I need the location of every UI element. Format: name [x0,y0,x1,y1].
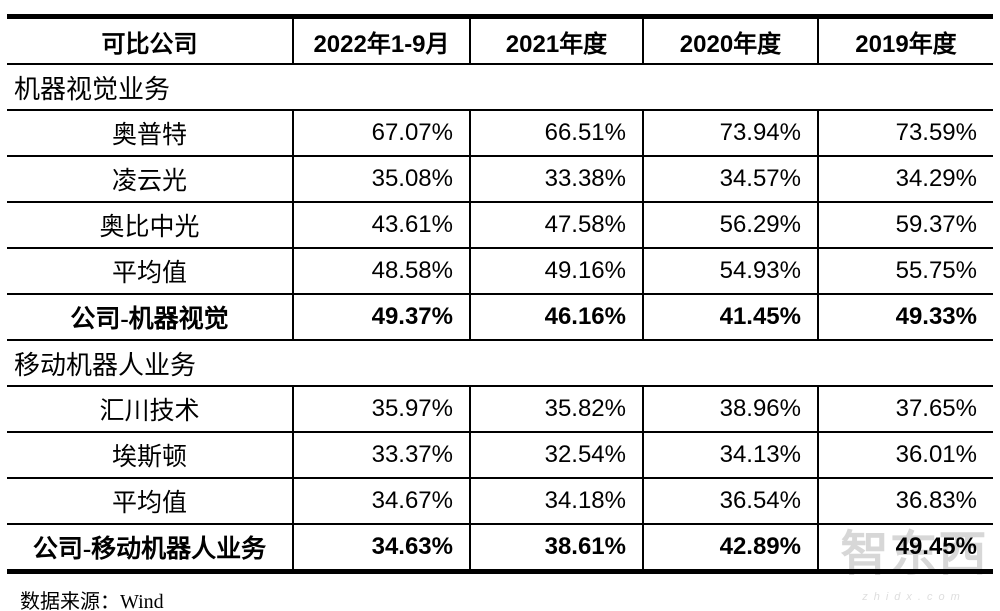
value-cell: 49.45% [817,524,993,573]
value-cell: 73.59% [817,110,993,157]
value-cell: 49.33% [817,294,993,341]
source-note: 数据来源：Wind [20,591,164,611]
table-header-row: 可比公司 2022年1-9月 2021年度 2020年度 2019年度 [7,16,993,65]
company-name-cell: 奥普特 [7,110,293,157]
value-cell: 46.16% [469,294,643,341]
value-cell: 41.45% [642,294,818,341]
value-cell: 38.61% [469,524,643,573]
value-cell: 43.61% [292,202,470,249]
value-cell: 34.18% [469,478,643,525]
comparison-table: 可比公司 2022年1-9月 2021年度 2020年度 2019年度 机器视觉业务 奥普… [7,14,993,574]
table-row: 平均值 48.58% 49.16% 54.93% 55.75% [7,248,993,295]
value-cell: 47.58% [469,202,643,249]
value-cell: 34.57% [642,156,818,203]
value-cell: 37.65% [817,386,993,433]
section-row: 移动机器人业务 [7,340,993,387]
value-cell: 34.29% [817,156,993,203]
column-header: 2022年1-9月 [292,16,470,65]
table-row: 凌云光 35.08% 33.38% 34.57% 34.29% [7,156,993,203]
value-cell: 32.54% [469,432,643,479]
column-header: 2020年度 [642,16,818,65]
company-name-cell: 奥比中光 [7,202,293,249]
column-header: 2021年度 [469,16,643,65]
company-name-cell: 平均值 [7,248,293,295]
value-cell: 49.16% [469,248,643,295]
company-name-cell: 公司-机器视觉 [7,294,293,341]
value-cell: 34.67% [292,478,470,525]
company-name-cell: 公司-移动机器人业务 [7,524,293,573]
value-cell: 56.29% [642,202,818,249]
value-cell: 48.58% [292,248,470,295]
table-row: 奥普特 67.07% 66.51% 73.94% 73.59% [7,110,993,157]
value-cell: 42.89% [642,524,818,573]
section-title: 移动机器人业务 [7,340,993,387]
value-cell: 35.08% [292,156,470,203]
value-cell: 35.97% [292,386,470,433]
value-cell: 59.37% [817,202,993,249]
value-cell: 73.94% [642,110,818,157]
company-name-cell: 凌云光 [7,156,293,203]
value-cell: 33.37% [292,432,470,479]
company-name-cell: 埃斯顿 [7,432,293,479]
value-cell: 67.07% [292,110,470,157]
value-cell: 36.54% [642,478,818,525]
table-row: 汇川技术 35.97% 35.82% 38.96% 37.65% [7,386,993,433]
watermark-domain: zhidx.com [862,591,966,603]
value-cell: 36.01% [817,432,993,479]
value-cell: 54.93% [642,248,818,295]
value-cell: 33.38% [469,156,643,203]
table-body: 机器视觉业务 奥普特 67.07% 66.51% 73.94% 73.59% 凌云光 35.0… [7,64,993,573]
value-cell: 35.82% [469,386,643,433]
table-row: 平均值 34.67% 34.18% 36.54% 36.83% [7,478,993,525]
value-cell: 34.13% [642,432,818,479]
column-header: 可比公司 [7,16,293,65]
value-cell: 66.51% [469,110,643,157]
table-row: 奥比中光 43.61% 47.58% 56.29% 59.37% [7,202,993,249]
section-title: 机器视觉业务 [7,64,993,111]
value-cell: 36.83% [817,478,993,525]
value-cell: 49.37% [292,294,470,341]
company-name-cell: 汇川技术 [7,386,293,433]
table-row: 埃斯顿 33.37% 32.54% 34.13% 36.01% [7,432,993,479]
table-row: 公司-移动机器人业务 34.63% 38.61% 42.89% 49.45% [7,524,993,573]
section-row: 机器视觉业务 [7,64,993,111]
value-cell: 38.96% [642,386,818,433]
company-name-cell: 平均值 [7,478,293,525]
table-row: 公司-机器视觉 49.37% 46.16% 41.45% 49.33% [7,294,993,341]
column-header: 2019年度 [817,16,993,65]
value-cell: 55.75% [817,248,993,295]
value-cell: 34.63% [292,524,470,573]
